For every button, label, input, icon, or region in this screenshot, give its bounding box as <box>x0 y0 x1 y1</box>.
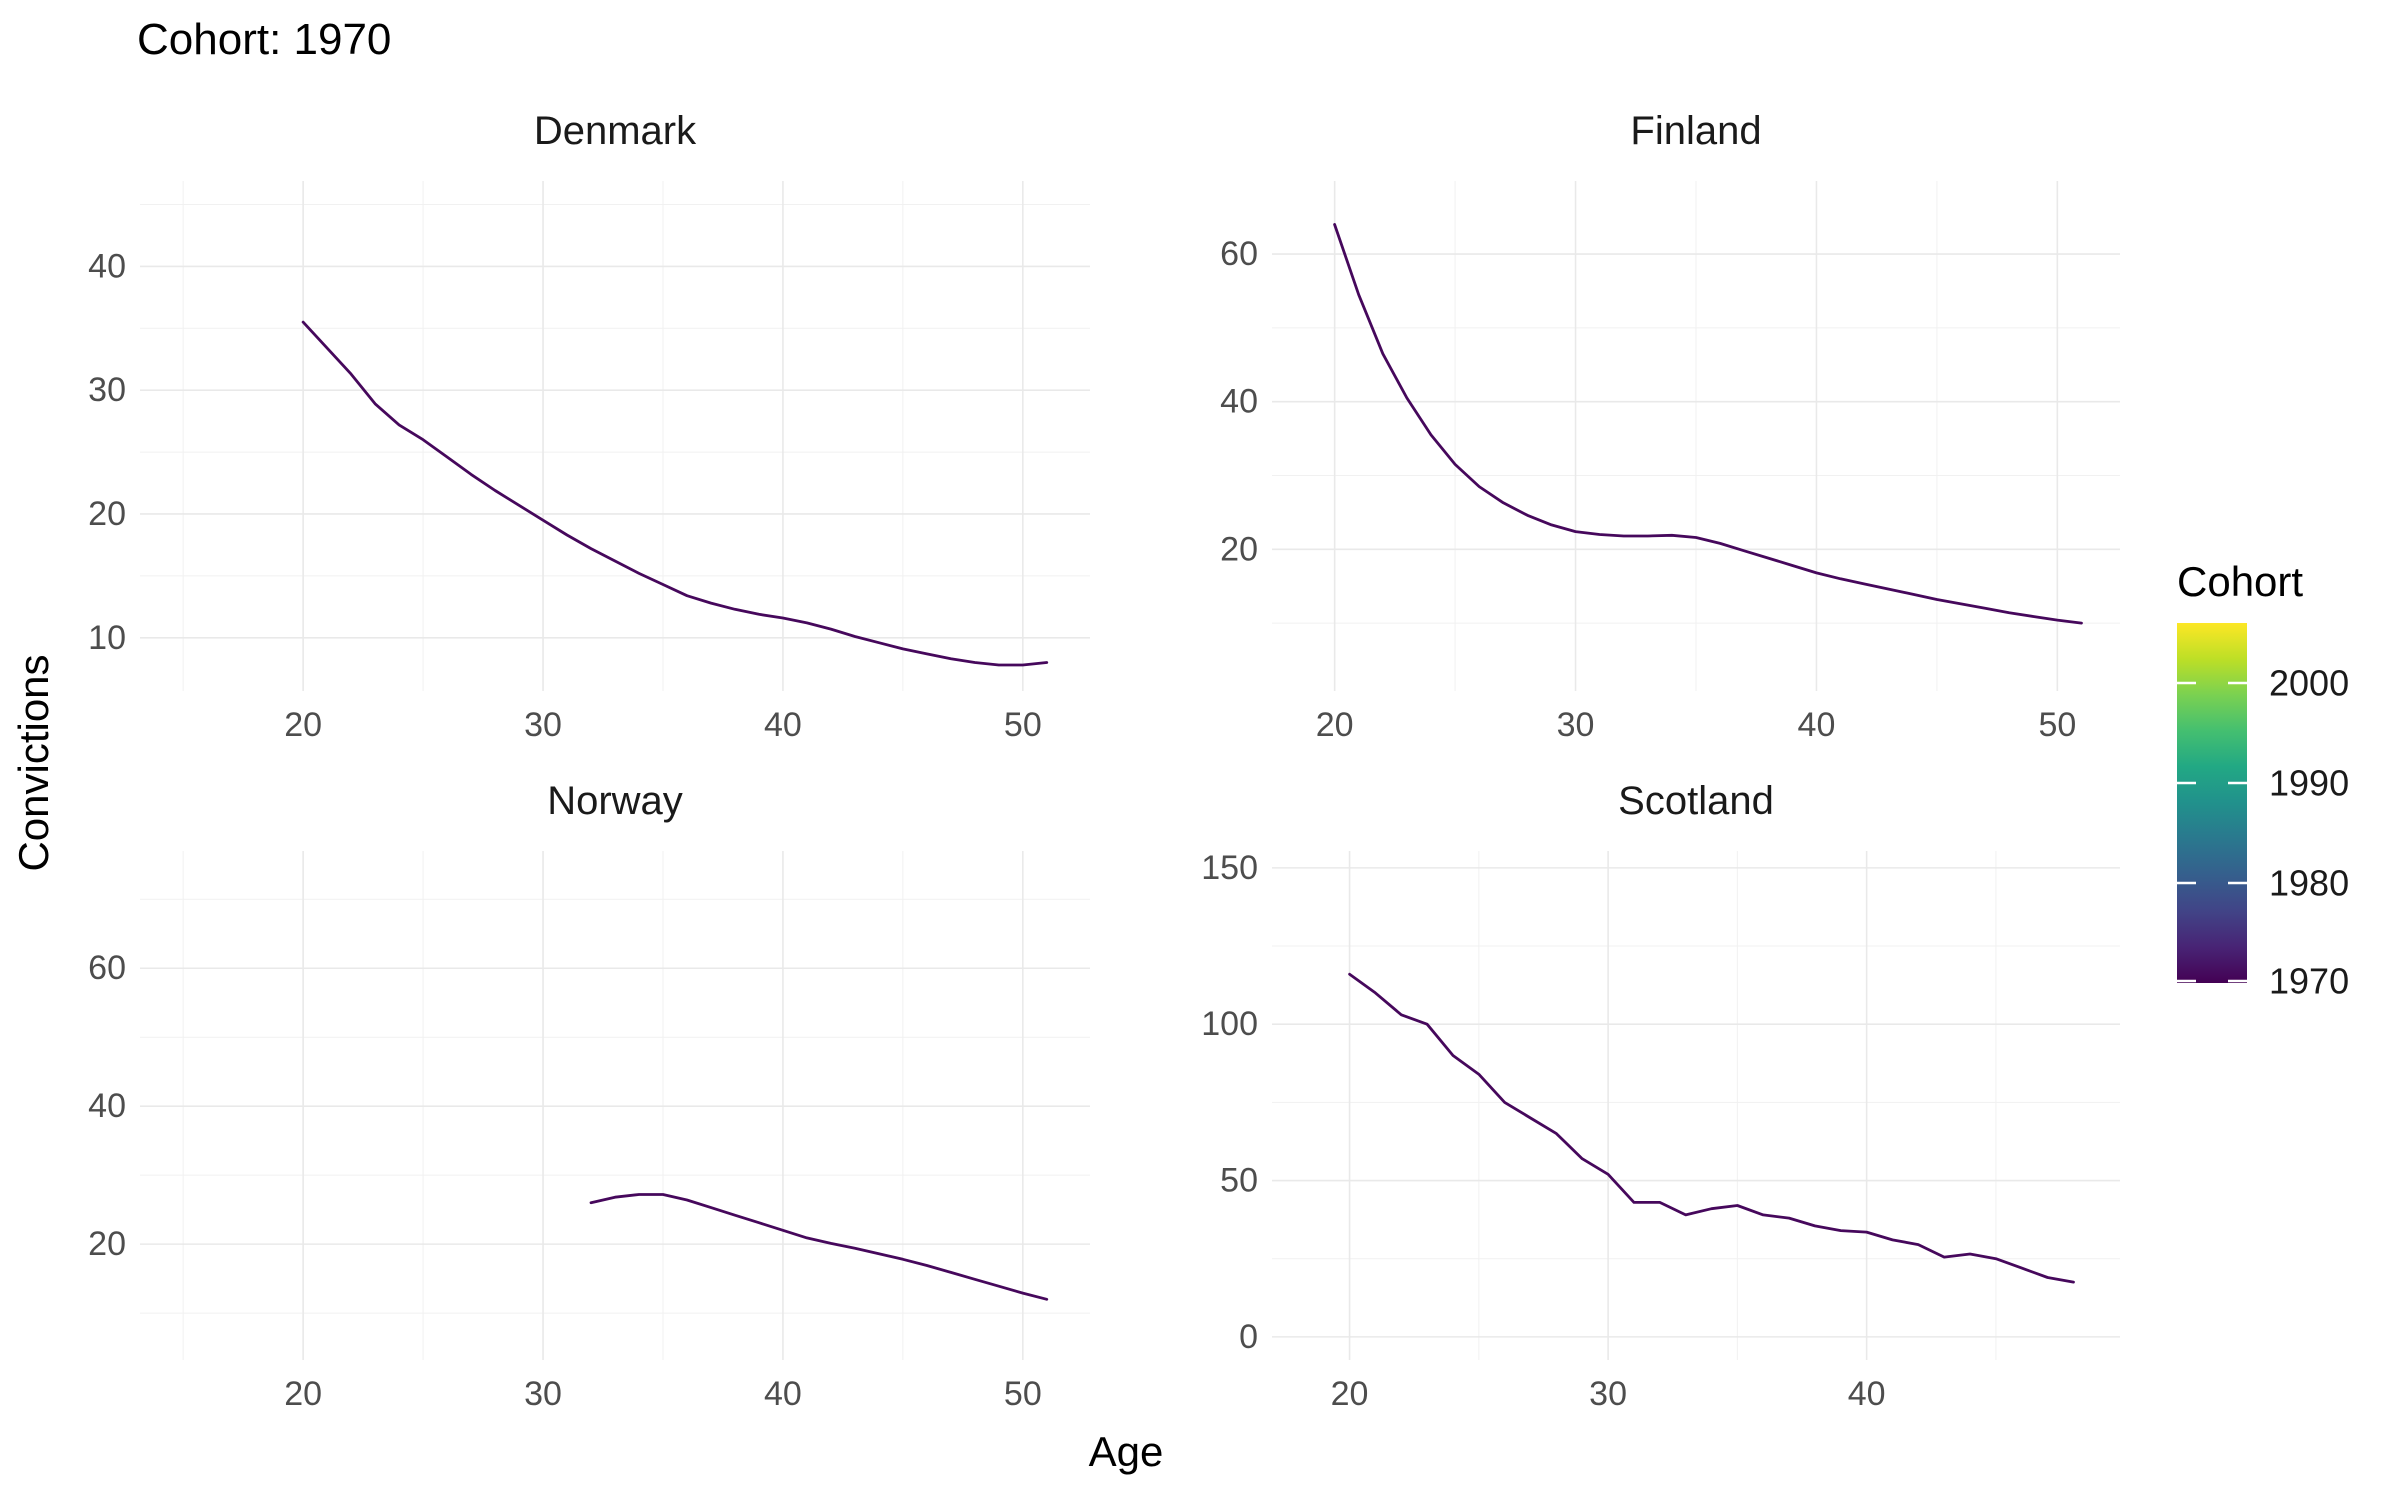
y-tick-label: 60 <box>88 949 126 987</box>
x-tick-label: 30 <box>1589 1375 1627 1413</box>
legend-tick-label: 1980 <box>2269 863 2349 904</box>
trend-line-norway <box>589 1193 1049 1301</box>
legend-colorbar: 2000 1990 1980 1970 <box>2177 623 2349 1002</box>
y-tick-label: 30 <box>88 371 126 409</box>
page-title: Cohort: 1970 <box>137 15 392 64</box>
facet-panel-denmark: Denmark 20 30 40 50 10 20 30 40 <box>88 109 1090 744</box>
y-tick-label: 40 <box>88 1087 126 1125</box>
facet-title-scotland: Scotland <box>1618 779 1774 823</box>
x-tick-label: 50 <box>1004 706 1042 744</box>
x-tick-label: 20 <box>1316 706 1354 744</box>
x-tick-label: 40 <box>1798 706 1836 744</box>
x-tick-label: 40 <box>1848 1375 1886 1413</box>
y-tick-label: 60 <box>1220 235 1258 273</box>
y-tick-label: 40 <box>88 247 126 285</box>
facet-title-norway: Norway <box>547 779 683 823</box>
x-tick-label: 20 <box>284 706 322 744</box>
facet-panel-scotland: Scotland 20 30 40 0 50 100 150 <box>1201 779 2120 1413</box>
y-tick-label: 50 <box>1220 1162 1258 1200</box>
facet-panel-norway: Norway 20 30 40 50 20 40 60 <box>88 779 1090 1413</box>
legend-title: Cohort <box>2177 558 2304 605</box>
x-axis-title: Age <box>1088 1428 1164 1475</box>
facet-panel-finland: Finland 20 30 40 50 20 40 60 <box>1220 109 2120 744</box>
legend-tick-label: 2000 <box>2269 663 2349 704</box>
legend-gradient-bar <box>2177 623 2247 983</box>
y-tick-label: 0 <box>1239 1318 1258 1356</box>
x-tick-label: 40 <box>764 1375 802 1413</box>
facet-title-finland: Finland <box>1630 109 1761 153</box>
x-tick-label: 30 <box>524 706 562 744</box>
x-tick-label: 30 <box>524 1375 562 1413</box>
x-tick-label: 20 <box>1331 1375 1369 1413</box>
y-tick-label: 40 <box>1220 383 1258 421</box>
x-tick-label: 40 <box>764 706 802 744</box>
x-tick-label: 30 <box>1557 706 1595 744</box>
y-axis-title: Convictions <box>10 654 57 872</box>
y-tick-label: 10 <box>88 619 126 657</box>
trend-line-finland <box>1333 223 2083 625</box>
x-tick-label: 50 <box>1004 1375 1042 1413</box>
trend-line-scotland <box>1348 972 2075 1284</box>
y-tick-label: 100 <box>1201 1005 1258 1043</box>
legend-tick-label: 1990 <box>2269 763 2349 804</box>
x-tick-label: 50 <box>2038 706 2076 744</box>
trend-line-denmark <box>301 320 1049 667</box>
facet-title-denmark: Denmark <box>534 109 697 153</box>
y-tick-label: 20 <box>88 1225 126 1263</box>
y-tick-label: 20 <box>88 495 126 533</box>
y-tick-label: 20 <box>1220 530 1258 568</box>
x-tick-label: 20 <box>284 1375 322 1413</box>
legend-tick-label: 1970 <box>2269 961 2349 1002</box>
y-tick-label: 150 <box>1201 849 1258 887</box>
